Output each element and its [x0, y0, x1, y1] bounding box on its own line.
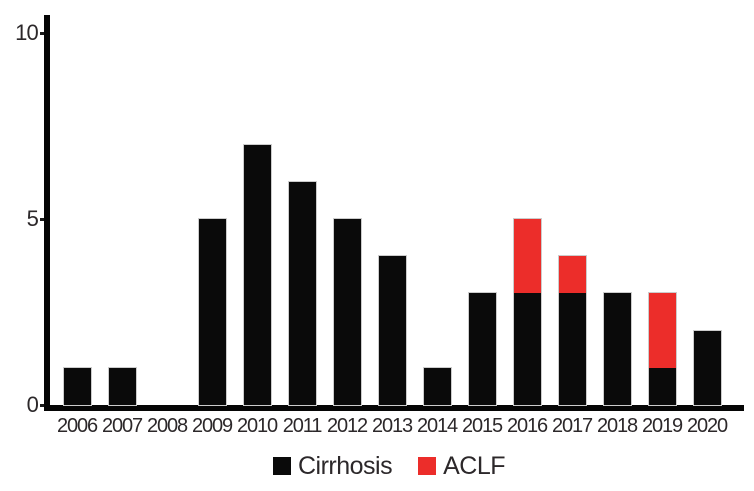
y-tick-mark-5 — [40, 218, 44, 221]
y-tick-label-5: 5 — [26, 206, 39, 231]
x-tick-label-2013: 2013 — [371, 415, 413, 437]
y-tick-label-0: 0 — [26, 392, 39, 417]
legend-item-aclf: ACLF — [418, 452, 506, 480]
bar-segment-aclf-2017 — [558, 256, 586, 294]
bar-2014 — [422, 366, 452, 406]
x-tick-label-2006: 2006 — [56, 415, 98, 437]
bar-segment-cirrhosis-2014 — [423, 367, 451, 405]
bar-2015 — [467, 292, 497, 406]
x-tick-label-2017: 2017 — [551, 415, 593, 437]
legend-label-cirrhosis: Cirrhosis — [297, 452, 393, 480]
x-tick-label-2015: 2015 — [461, 415, 503, 437]
bar-segment-cirrhosis-2006 — [63, 367, 91, 405]
y-tick-mark-10 — [40, 32, 44, 35]
bar-segment-cirrhosis-2019 — [648, 367, 676, 405]
legend-swatch-cirrhosis-icon — [272, 457, 291, 475]
bar-segment-cirrhosis-2007 — [108, 367, 136, 405]
bar-2016 — [512, 218, 542, 406]
x-tick-label-2018: 2018 — [596, 415, 638, 437]
bar-2020 — [692, 329, 722, 406]
x-axis-line — [44, 405, 744, 411]
x-tick-label-2014: 2014 — [416, 415, 458, 437]
bar-segment-aclf-2019 — [648, 293, 676, 368]
x-tick-label-2009: 2009 — [191, 415, 233, 437]
bar-segment-cirrhosis-2009 — [198, 219, 226, 405]
bar-segment-aclf-2016 — [513, 219, 541, 294]
x-tick-label-2020: 2020 — [686, 415, 728, 437]
x-tick-label-2007: 2007 — [101, 415, 143, 437]
x-tick-label-2019: 2019 — [641, 415, 683, 437]
legend-label-aclf: ACLF — [443, 452, 506, 480]
bar-2009 — [197, 218, 227, 406]
bar-2011 — [287, 180, 317, 406]
bar-2018 — [602, 292, 632, 406]
bar-2010 — [242, 143, 272, 406]
bar-segment-cirrhosis-2016 — [513, 293, 541, 405]
x-tick-label-2010: 2010 — [236, 415, 278, 437]
bar-segment-cirrhosis-2018 — [603, 293, 631, 405]
y-tick-mark-0 — [40, 404, 44, 407]
bar-2017 — [557, 255, 587, 406]
bar-segment-cirrhosis-2015 — [468, 293, 496, 405]
bar-segment-cirrhosis-2012 — [333, 219, 361, 405]
bar-segment-cirrhosis-2017 — [558, 293, 586, 405]
bar-2019 — [647, 292, 677, 406]
bar-2013 — [377, 255, 407, 406]
bar-2006 — [62, 366, 92, 406]
bar-2007 — [107, 366, 137, 406]
bar-2012 — [332, 218, 362, 406]
x-tick-label-2012: 2012 — [326, 415, 368, 437]
x-tick-label-2008: 2008 — [146, 415, 188, 437]
bar-segment-cirrhosis-2011 — [288, 181, 316, 405]
x-tick-label-2011: 2011 — [282, 415, 323, 437]
legend-item-cirrhosis: Cirrhosis — [272, 452, 393, 480]
bar-segment-cirrhosis-2020 — [693, 330, 721, 405]
y-tick-label-10: 10 — [15, 20, 39, 45]
x-tick-label-2016: 2016 — [506, 415, 548, 437]
bar-segment-cirrhosis-2013 — [378, 256, 406, 405]
legend: Cirrhosis ACLF — [12, 452, 754, 480]
y-axis-line — [44, 15, 50, 411]
legend-swatch-aclf-icon — [418, 457, 437, 475]
bar-segment-cirrhosis-2010 — [243, 144, 271, 405]
